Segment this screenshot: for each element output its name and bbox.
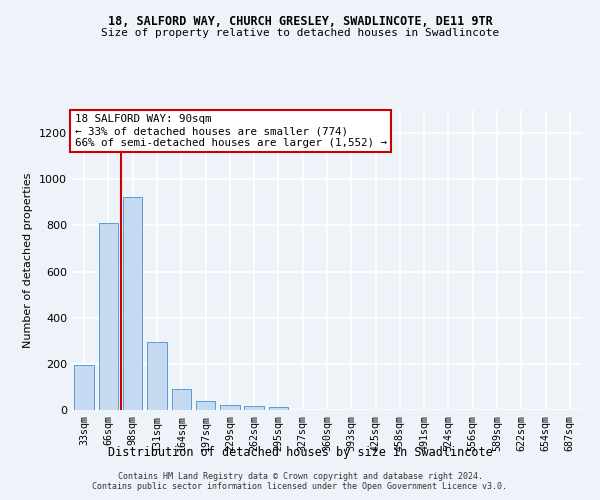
Bar bbox=[123, 196, 142, 410]
Bar bbox=[74, 365, 94, 410]
Bar bbox=[220, 406, 239, 410]
Bar bbox=[244, 406, 264, 410]
Bar bbox=[196, 402, 215, 410]
Text: 18, SALFORD WAY, CHURCH GRESLEY, SWADLINCOTE, DE11 9TR: 18, SALFORD WAY, CHURCH GRESLEY, SWADLIN… bbox=[107, 15, 493, 28]
Text: Distribution of detached houses by size in Swadlincote: Distribution of detached houses by size … bbox=[107, 446, 493, 459]
Bar bbox=[147, 342, 167, 410]
Text: Contains public sector information licensed under the Open Government Licence v3: Contains public sector information licen… bbox=[92, 482, 508, 491]
Text: 18 SALFORD WAY: 90sqm
← 33% of detached houses are smaller (774)
66% of semi-det: 18 SALFORD WAY: 90sqm ← 33% of detached … bbox=[74, 114, 386, 148]
Bar bbox=[172, 389, 191, 410]
Y-axis label: Number of detached properties: Number of detached properties bbox=[23, 172, 34, 348]
Text: Size of property relative to detached houses in Swadlincote: Size of property relative to detached ho… bbox=[101, 28, 499, 38]
Text: Contains HM Land Registry data © Crown copyright and database right 2024.: Contains HM Land Registry data © Crown c… bbox=[118, 472, 482, 481]
Bar bbox=[269, 407, 288, 410]
Bar bbox=[99, 223, 118, 410]
